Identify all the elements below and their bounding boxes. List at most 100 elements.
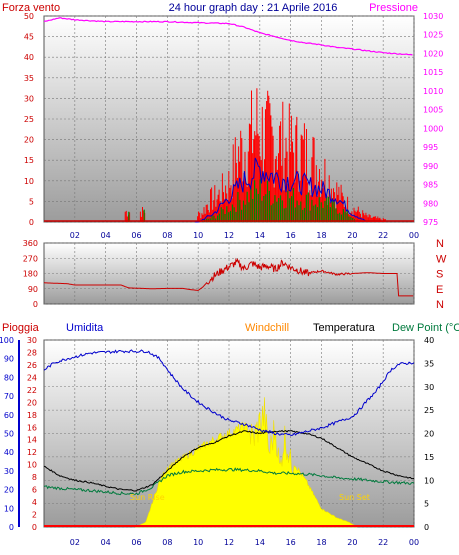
- hour-tick-label: 00: [409, 538, 419, 547]
- pressure-tick-label: 975: [423, 218, 438, 227]
- rain-tick-label: 6: [32, 486, 37, 495]
- legend-temperatura: Temperatura: [313, 322, 376, 334]
- humidity-series: [43, 349, 415, 437]
- wind-tick-label: 20: [24, 136, 34, 145]
- temp-tick-label: 30: [424, 383, 434, 392]
- direction-tick-label: 180: [23, 270, 38, 279]
- humidity-tick-label: 30: [4, 467, 14, 476]
- wind-pressure-marks: [43, 17, 414, 223]
- wind-tick-label: 10: [24, 177, 34, 186]
- hour-tick-label: 12: [224, 231, 234, 240]
- hour-tick-label: 02: [70, 538, 80, 547]
- sunset-annotation: Sun Set: [339, 493, 370, 502]
- rain-tick-label: 24: [27, 373, 37, 382]
- rain-tick-label: 14: [27, 436, 37, 445]
- rain-tick-label: 28: [27, 348, 37, 357]
- temp-tick-label: 20: [424, 430, 434, 439]
- rain-tick-label: 4: [32, 498, 37, 507]
- rain-tick-label: 20: [27, 398, 37, 407]
- wind-direction-marks: [44, 257, 414, 297]
- pressure-tick-label: 1010: [423, 87, 443, 96]
- direction-letter: N: [436, 238, 444, 250]
- sunrise-annotation: Sun Rise: [130, 493, 165, 502]
- pressure-axis-title: Pressione: [369, 2, 418, 14]
- temp-tick-label: 35: [424, 359, 434, 368]
- rain-tick-label: 2: [32, 511, 37, 520]
- hour-tick-label: 20: [347, 538, 357, 547]
- hour-tick-label: 02: [70, 231, 80, 240]
- direction-tick-label: 90: [28, 285, 38, 294]
- direction-letter: W: [436, 253, 447, 265]
- humidity-tick-label: 60: [4, 411, 14, 420]
- legend-windchill: Windchill: [245, 322, 289, 334]
- direction-tick-label: 0: [33, 300, 38, 309]
- pressure-tick-label: 980: [423, 199, 438, 208]
- hour-tick-label: 18: [316, 231, 326, 240]
- hour-tick-label: 12: [224, 538, 234, 547]
- rain-tick-label: 12: [27, 448, 37, 457]
- pressure-tick-label: 1005: [423, 106, 443, 115]
- rain-tick-label: 16: [27, 423, 37, 432]
- direction-tick-label: 270: [23, 254, 38, 263]
- hour-tick-label: 10: [193, 231, 203, 240]
- pressure-tick-label: 1025: [423, 31, 443, 40]
- rain-tick-label: 0: [32, 523, 37, 532]
- hour-tick-label: 16: [286, 538, 296, 547]
- humidity-tick-label: 20: [4, 486, 14, 495]
- hour-tick-label: 20: [347, 231, 357, 240]
- pressure-tick-label: 1030: [423, 12, 443, 21]
- wind-tick-label: 15: [24, 156, 34, 165]
- pressure-tick-label: 995: [423, 143, 438, 152]
- pressure-tick-label: 985: [423, 181, 438, 190]
- hour-tick-label: 08: [162, 231, 172, 240]
- hour-tick-label: 14: [255, 231, 265, 240]
- temp-tick-label: 40: [424, 336, 434, 345]
- wind-direction-series: [44, 257, 414, 297]
- humidity-tick-label: 0: [9, 523, 14, 532]
- hour-tick-label: 06: [131, 231, 141, 240]
- wind-tick-label: 40: [24, 53, 34, 62]
- temp-humidity-marks: [43, 349, 415, 528]
- hour-tick-label: 04: [101, 538, 111, 547]
- wind-tick-label: 30: [24, 94, 34, 103]
- direction-tick-label: 360: [23, 239, 38, 248]
- direction-letter: N: [436, 299, 444, 311]
- temp-tick-label: 25: [424, 406, 434, 415]
- legend-pioggia: Pioggia: [2, 322, 40, 334]
- pressure-series: [43, 17, 413, 56]
- wind-tick-label: 35: [24, 74, 34, 83]
- direction-letter: E: [436, 284, 443, 296]
- humidity-tick-label: 50: [4, 430, 14, 439]
- wind-pressure-grid: [44, 15, 415, 223]
- wind-tick-label: 25: [24, 115, 34, 124]
- temp-tick-label: 0: [424, 523, 429, 532]
- temp-tick-label: 5: [424, 500, 429, 509]
- hour-tick-label: 22: [378, 538, 388, 547]
- legend-umidita: Umidita: [66, 322, 104, 334]
- temp-tick-label: 10: [424, 476, 434, 485]
- wind-tick-label: 45: [24, 33, 34, 42]
- humidity-tick-label: 10: [4, 504, 14, 513]
- hour-tick-label: 06: [131, 538, 141, 547]
- wind-speed-series: [195, 157, 367, 223]
- wind-axis-title: Forza vento: [2, 2, 60, 14]
- hour-tick-label: 00: [409, 231, 419, 240]
- chart-title: 24 hour graph day : 21 Aprile 2016: [169, 2, 338, 14]
- rain-tick-label: 18: [27, 411, 37, 420]
- temperature-series: [43, 429, 415, 492]
- pressure-tick-label: 990: [423, 162, 438, 171]
- legend-dew-point: Dew Point (°C: [392, 322, 459, 334]
- hour-tick-label: 04: [101, 231, 111, 240]
- wind-tick-label: 50: [24, 12, 34, 21]
- pressure-tick-label: 1020: [423, 49, 443, 58]
- rain-tick-label: 22: [27, 386, 37, 395]
- humidity-tick-label: 80: [4, 373, 14, 382]
- wind-tick-label: 0: [29, 218, 34, 227]
- humidity-tick-label: 40: [4, 448, 14, 457]
- humidity-tick-label: 90: [4, 355, 14, 364]
- dew-point-series: [43, 467, 415, 496]
- direction-letter: S: [436, 269, 443, 281]
- hour-tick-label: 22: [378, 231, 388, 240]
